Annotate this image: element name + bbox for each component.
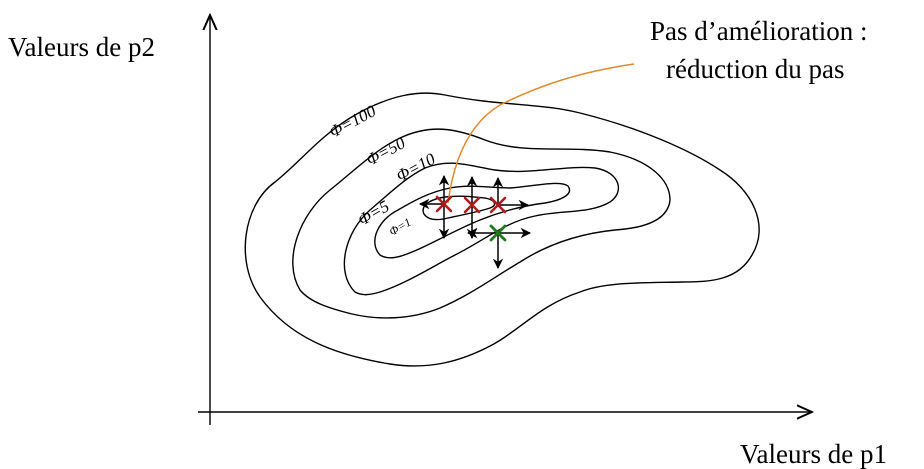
annotation-line-2: réduction du pas (666, 54, 844, 84)
failed-point-marker (463, 196, 481, 214)
probe-arrows-current-point (466, 227, 532, 270)
failed-point-marker (489, 196, 507, 214)
contour-label-phi-5: Φ=5 (355, 197, 393, 230)
failed-point-marker (435, 195, 453, 213)
current-point-marker (489, 224, 507, 242)
probe-arrows-point-3 (492, 176, 530, 211)
probe-arrows-point-1 (418, 174, 450, 240)
contour-label-phi-1: Φ=1 (387, 215, 414, 239)
contour-phi-1 (422, 195, 496, 221)
contour-phi-50 (292, 128, 671, 319)
contour-phi-10 (343, 162, 620, 296)
y-axis-label: Valeurs de p2 (8, 32, 155, 62)
contour-label-phi-100: Φ=100 (326, 101, 379, 141)
x-axis-label: Valeurs de p1 (740, 439, 887, 469)
annotation-pointer (447, 63, 635, 204)
contour-phi-5 (374, 182, 571, 259)
annotation-line-1: Pas d’amélioration : (650, 16, 867, 46)
contour-phi-100 (244, 92, 760, 367)
